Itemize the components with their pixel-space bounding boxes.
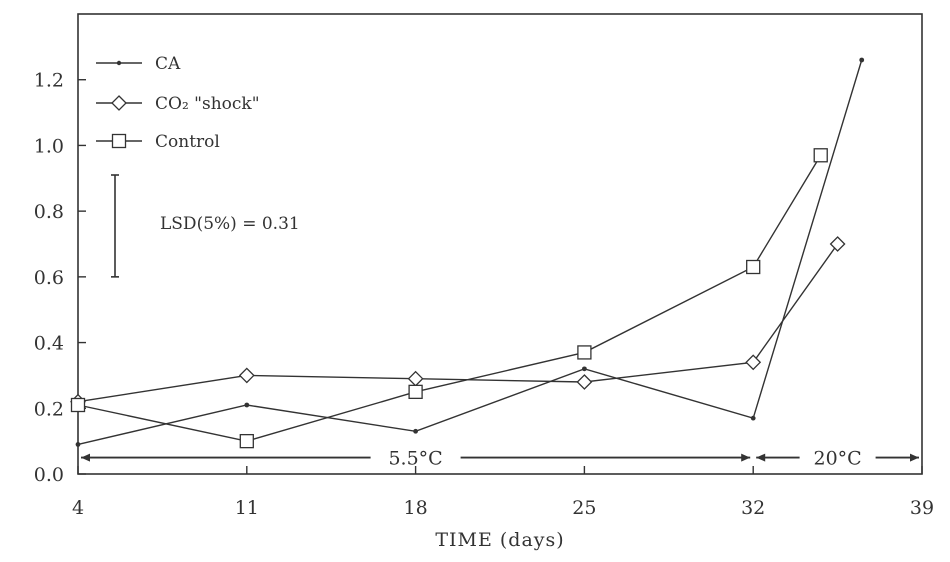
data-point-square [70,397,86,413]
data-point-dot [244,402,250,408]
legend-item-control: Control [96,132,220,152]
data-point-diamond [576,374,593,390]
lsd-error-bar [111,174,119,278]
series-dot [75,57,865,447]
arrowhead-left [756,453,766,462]
legend-dot-marker [116,60,122,66]
legend-item-ca: CA [96,54,181,74]
data-point-diamond [238,367,255,384]
data-point-square [577,345,592,360]
data-point-dot [75,442,81,447]
legend-diamond-marker [111,95,127,111]
y-axis-ticks: 0.0 0.2 0.4 0.6 0.8 1.0 1.2 [34,70,86,486]
data-point-diamond [829,236,846,252]
period-0: 5.5°C [81,448,751,470]
legend-square-marker [111,133,127,149]
arrowhead-right [910,453,919,462]
legend-label-control: Control [155,132,220,152]
x-tick-label: 32 [741,497,765,519]
legend-label-ca: CA [155,54,181,74]
period-label: 5.5°C [388,448,442,470]
y-tick-label: 0.6 [34,267,64,289]
x-tick-label: 39 [910,497,934,519]
series-line-dot [77,59,863,446]
data-point-square [239,433,254,449]
x-axis-title: TIME (days) [435,529,564,551]
data-point-dot [582,366,587,372]
period-label: 20°C [813,448,861,470]
y-tick-label: 0.4 [34,333,64,355]
y-tick-label: 0.8 [34,201,64,223]
data-point-square [408,384,423,400]
data-point-square [746,259,761,275]
data-point-dot [750,415,756,421]
x-tick-label: 11 [235,497,259,519]
y-tick-label: 0.2 [34,398,64,420]
y-tick-label: 1.2 [34,70,64,92]
period-1: 20°C [756,448,919,470]
data-point-square [813,148,828,163]
y-tick-label: 1.0 [34,135,64,157]
data-point-diamond [407,370,424,387]
data-point-dot [413,428,418,434]
legend-label-co2-shock: CO₂ "shock" [155,94,260,114]
plot-frame [77,13,923,475]
lsd-label: LSD(5%) = 0.31 [160,214,300,234]
temperature-periods: 5.5°C 20°C [81,448,919,470]
x-axis-ticks: 4 11 18 25 32 39 [72,466,934,519]
data-point-dot [859,57,865,63]
series-layer [70,57,865,449]
x-tick-label: 4 [72,497,84,519]
x-tick-label: 25 [572,497,596,519]
legend-item-co2-shock: CO₂ "shock" [96,94,260,114]
arrowhead-right [741,453,751,462]
data-point-diamond [745,354,762,371]
legend: CA CO₂ "shock" Control [96,54,260,152]
series-line-square [77,154,822,442]
y-tick-label: 0.0 [34,464,64,486]
series-line-diamond [77,243,839,403]
x-tick-label: 18 [404,497,428,519]
series-square [70,148,828,449]
series-diamond [70,236,846,410]
arrowhead-left [81,453,90,462]
